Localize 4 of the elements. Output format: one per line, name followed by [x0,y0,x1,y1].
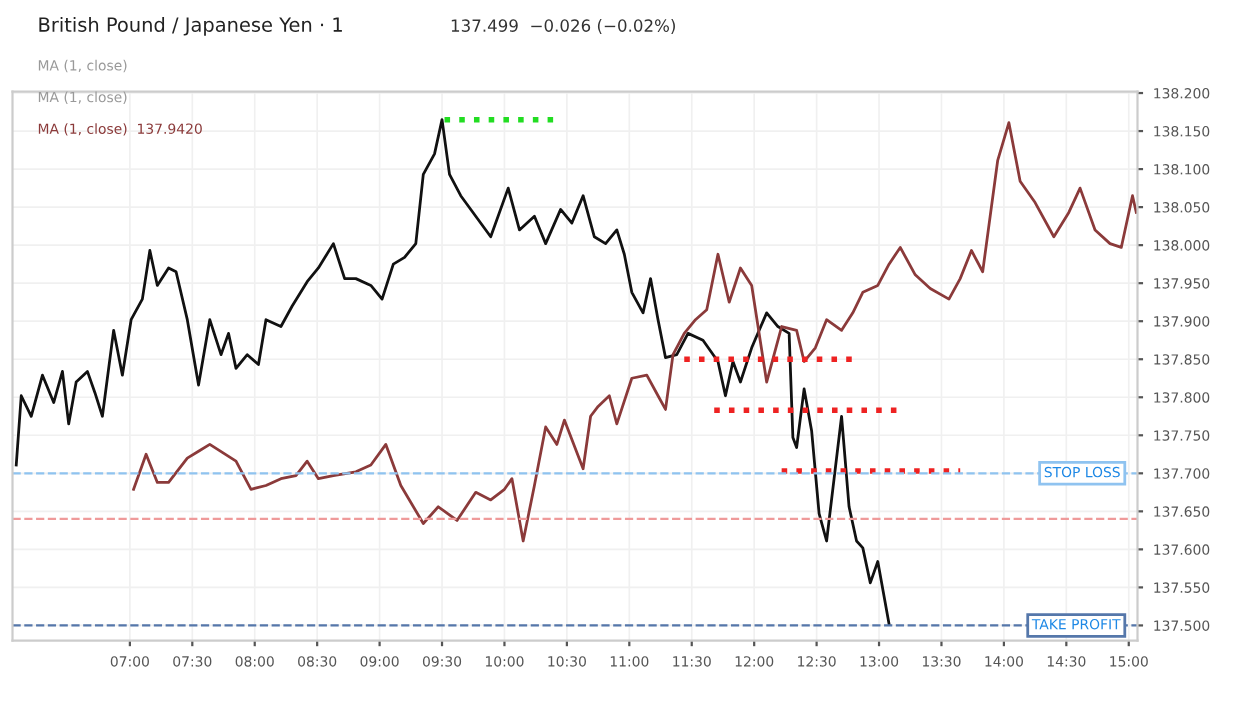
chart-subtitle: 137.499 −0.026 (−0.02%) [451,19,675,34]
chart-title: British Pound / Japanese Yen · 1 [39,16,342,36]
line-series [132,121,1138,543]
line-series [14,118,891,626]
